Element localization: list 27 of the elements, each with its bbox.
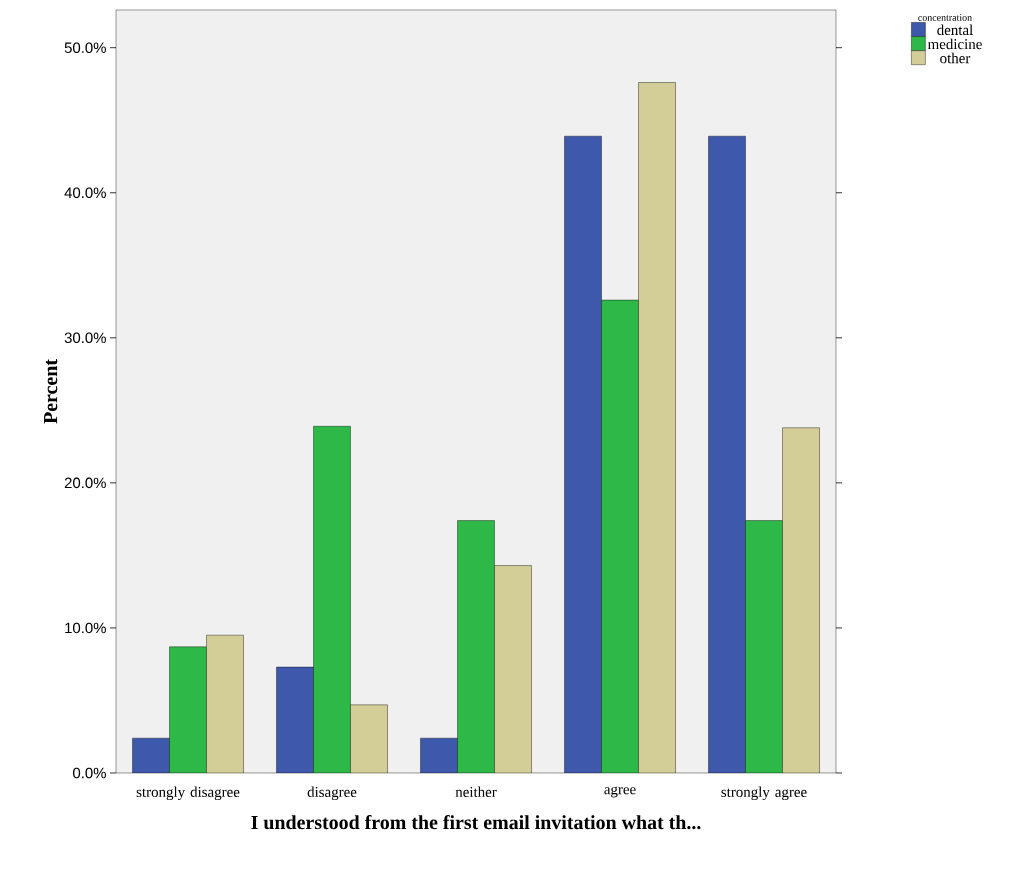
bar (564, 135, 602, 773)
bar (132, 737, 170, 773)
y-tick-label: 10.0% (65, 622, 106, 634)
bar (169, 646, 207, 773)
bar (745, 520, 783, 773)
bar (457, 520, 495, 773)
y-tick-label: 0.0% (73, 767, 106, 779)
bar (313, 426, 351, 773)
y-tick-label: 50.0% (64, 42, 106, 53)
x-tick-label: disagree (307, 786, 357, 801)
y-tick-label: 40.0% (64, 187, 106, 199)
bar (601, 299, 639, 773)
x-tick-label: agree (604, 786, 636, 798)
y-tick-label: 30.0% (64, 332, 106, 344)
bar (276, 666, 314, 773)
x-tick-label: strongly disagree (136, 786, 240, 801)
legend-label: medicine (927, 38, 982, 50)
bar (420, 737, 458, 773)
x-tick-label: neither (455, 786, 497, 798)
y-axis-title: Percent (44, 359, 58, 424)
x-tick-label: strongly agree (721, 786, 807, 801)
y-tick-label: 20.0% (64, 477, 106, 489)
legend-label: other (940, 52, 971, 64)
x-axis-title: I understood from the first email invitation what th... (251, 814, 701, 830)
legend-label: dental (937, 24, 973, 36)
bar (708, 135, 746, 773)
legend-title: concentration (918, 14, 972, 21)
